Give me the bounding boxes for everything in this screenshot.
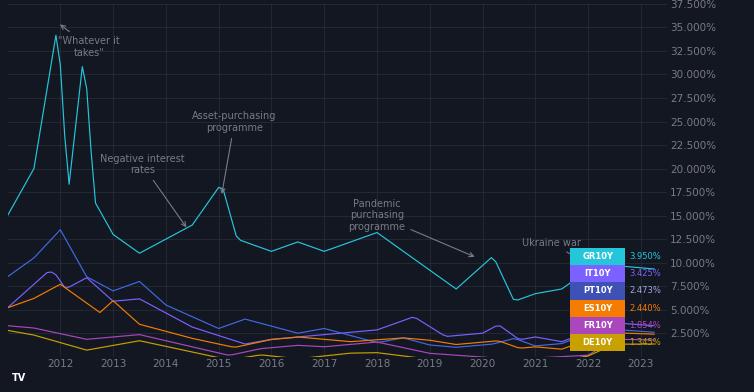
Text: 1.345%: 1.345% xyxy=(630,338,661,347)
Text: ES10Y: ES10Y xyxy=(584,304,612,313)
Text: PT10Y: PT10Y xyxy=(583,287,613,296)
Text: Negative interest
rates: Negative interest rates xyxy=(100,154,185,227)
Bar xyxy=(570,317,625,334)
Text: Ukraine war: Ukraine war xyxy=(522,238,593,267)
Text: FR10Y: FR10Y xyxy=(583,321,613,330)
Text: Pandemic
purchasing
programme: Pandemic purchasing programme xyxy=(348,198,474,257)
Bar xyxy=(570,282,625,299)
Bar xyxy=(570,334,625,351)
Text: GR10Y: GR10Y xyxy=(582,252,613,261)
Text: TV: TV xyxy=(12,373,26,383)
Text: DE10Y: DE10Y xyxy=(583,338,613,347)
Bar xyxy=(570,265,625,282)
Text: 1.854%: 1.854% xyxy=(630,321,661,330)
Text: "Whatever it
takes": "Whatever it takes" xyxy=(59,25,120,58)
Text: IT10Y: IT10Y xyxy=(584,269,611,278)
Text: 2.473%: 2.473% xyxy=(630,287,661,296)
Text: 3.425%: 3.425% xyxy=(630,269,661,278)
Text: Asset-purchasing
programme: Asset-purchasing programme xyxy=(192,111,277,193)
Bar xyxy=(570,248,625,265)
Text: 2.440%: 2.440% xyxy=(630,304,661,313)
Bar xyxy=(570,299,625,317)
Text: 3.950%: 3.950% xyxy=(630,252,661,261)
